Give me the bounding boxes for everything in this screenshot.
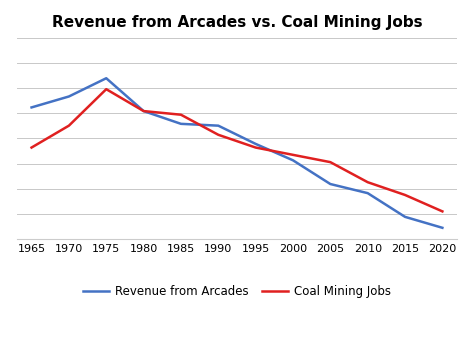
Revenue from Arcades <box>216 124 221 128</box>
Coal Mining Jobs <box>141 109 146 113</box>
Revenue from Arcades <box>253 142 258 146</box>
Coal Mining Jobs <box>439 209 445 214</box>
Revenue from Arcades <box>439 226 445 230</box>
Coal Mining Jobs <box>402 193 408 197</box>
Coal Mining Jobs <box>253 145 258 150</box>
Coal Mining Jobs <box>290 153 296 157</box>
Revenue from Arcades <box>178 122 184 126</box>
Coal Mining Jobs <box>66 124 72 128</box>
Line: Coal Mining Jobs: Coal Mining Jobs <box>32 89 442 212</box>
Title: Revenue from Arcades vs. Coal Mining Jobs: Revenue from Arcades vs. Coal Mining Job… <box>52 15 422 30</box>
Revenue from Arcades <box>66 94 72 99</box>
Coal Mining Jobs <box>29 145 35 150</box>
Revenue from Arcades <box>328 182 333 186</box>
Line: Revenue from Arcades: Revenue from Arcades <box>32 78 442 228</box>
Coal Mining Jobs <box>365 180 371 184</box>
Coal Mining Jobs <box>178 113 184 117</box>
Revenue from Arcades <box>103 76 109 80</box>
Revenue from Arcades <box>290 158 296 162</box>
Coal Mining Jobs <box>103 87 109 91</box>
Coal Mining Jobs <box>328 160 333 164</box>
Legend: Revenue from Arcades, Coal Mining Jobs: Revenue from Arcades, Coal Mining Jobs <box>78 281 396 303</box>
Revenue from Arcades <box>365 191 371 195</box>
Revenue from Arcades <box>141 109 146 113</box>
Revenue from Arcades <box>402 215 408 219</box>
Revenue from Arcades <box>29 105 35 109</box>
Coal Mining Jobs <box>216 133 221 137</box>
